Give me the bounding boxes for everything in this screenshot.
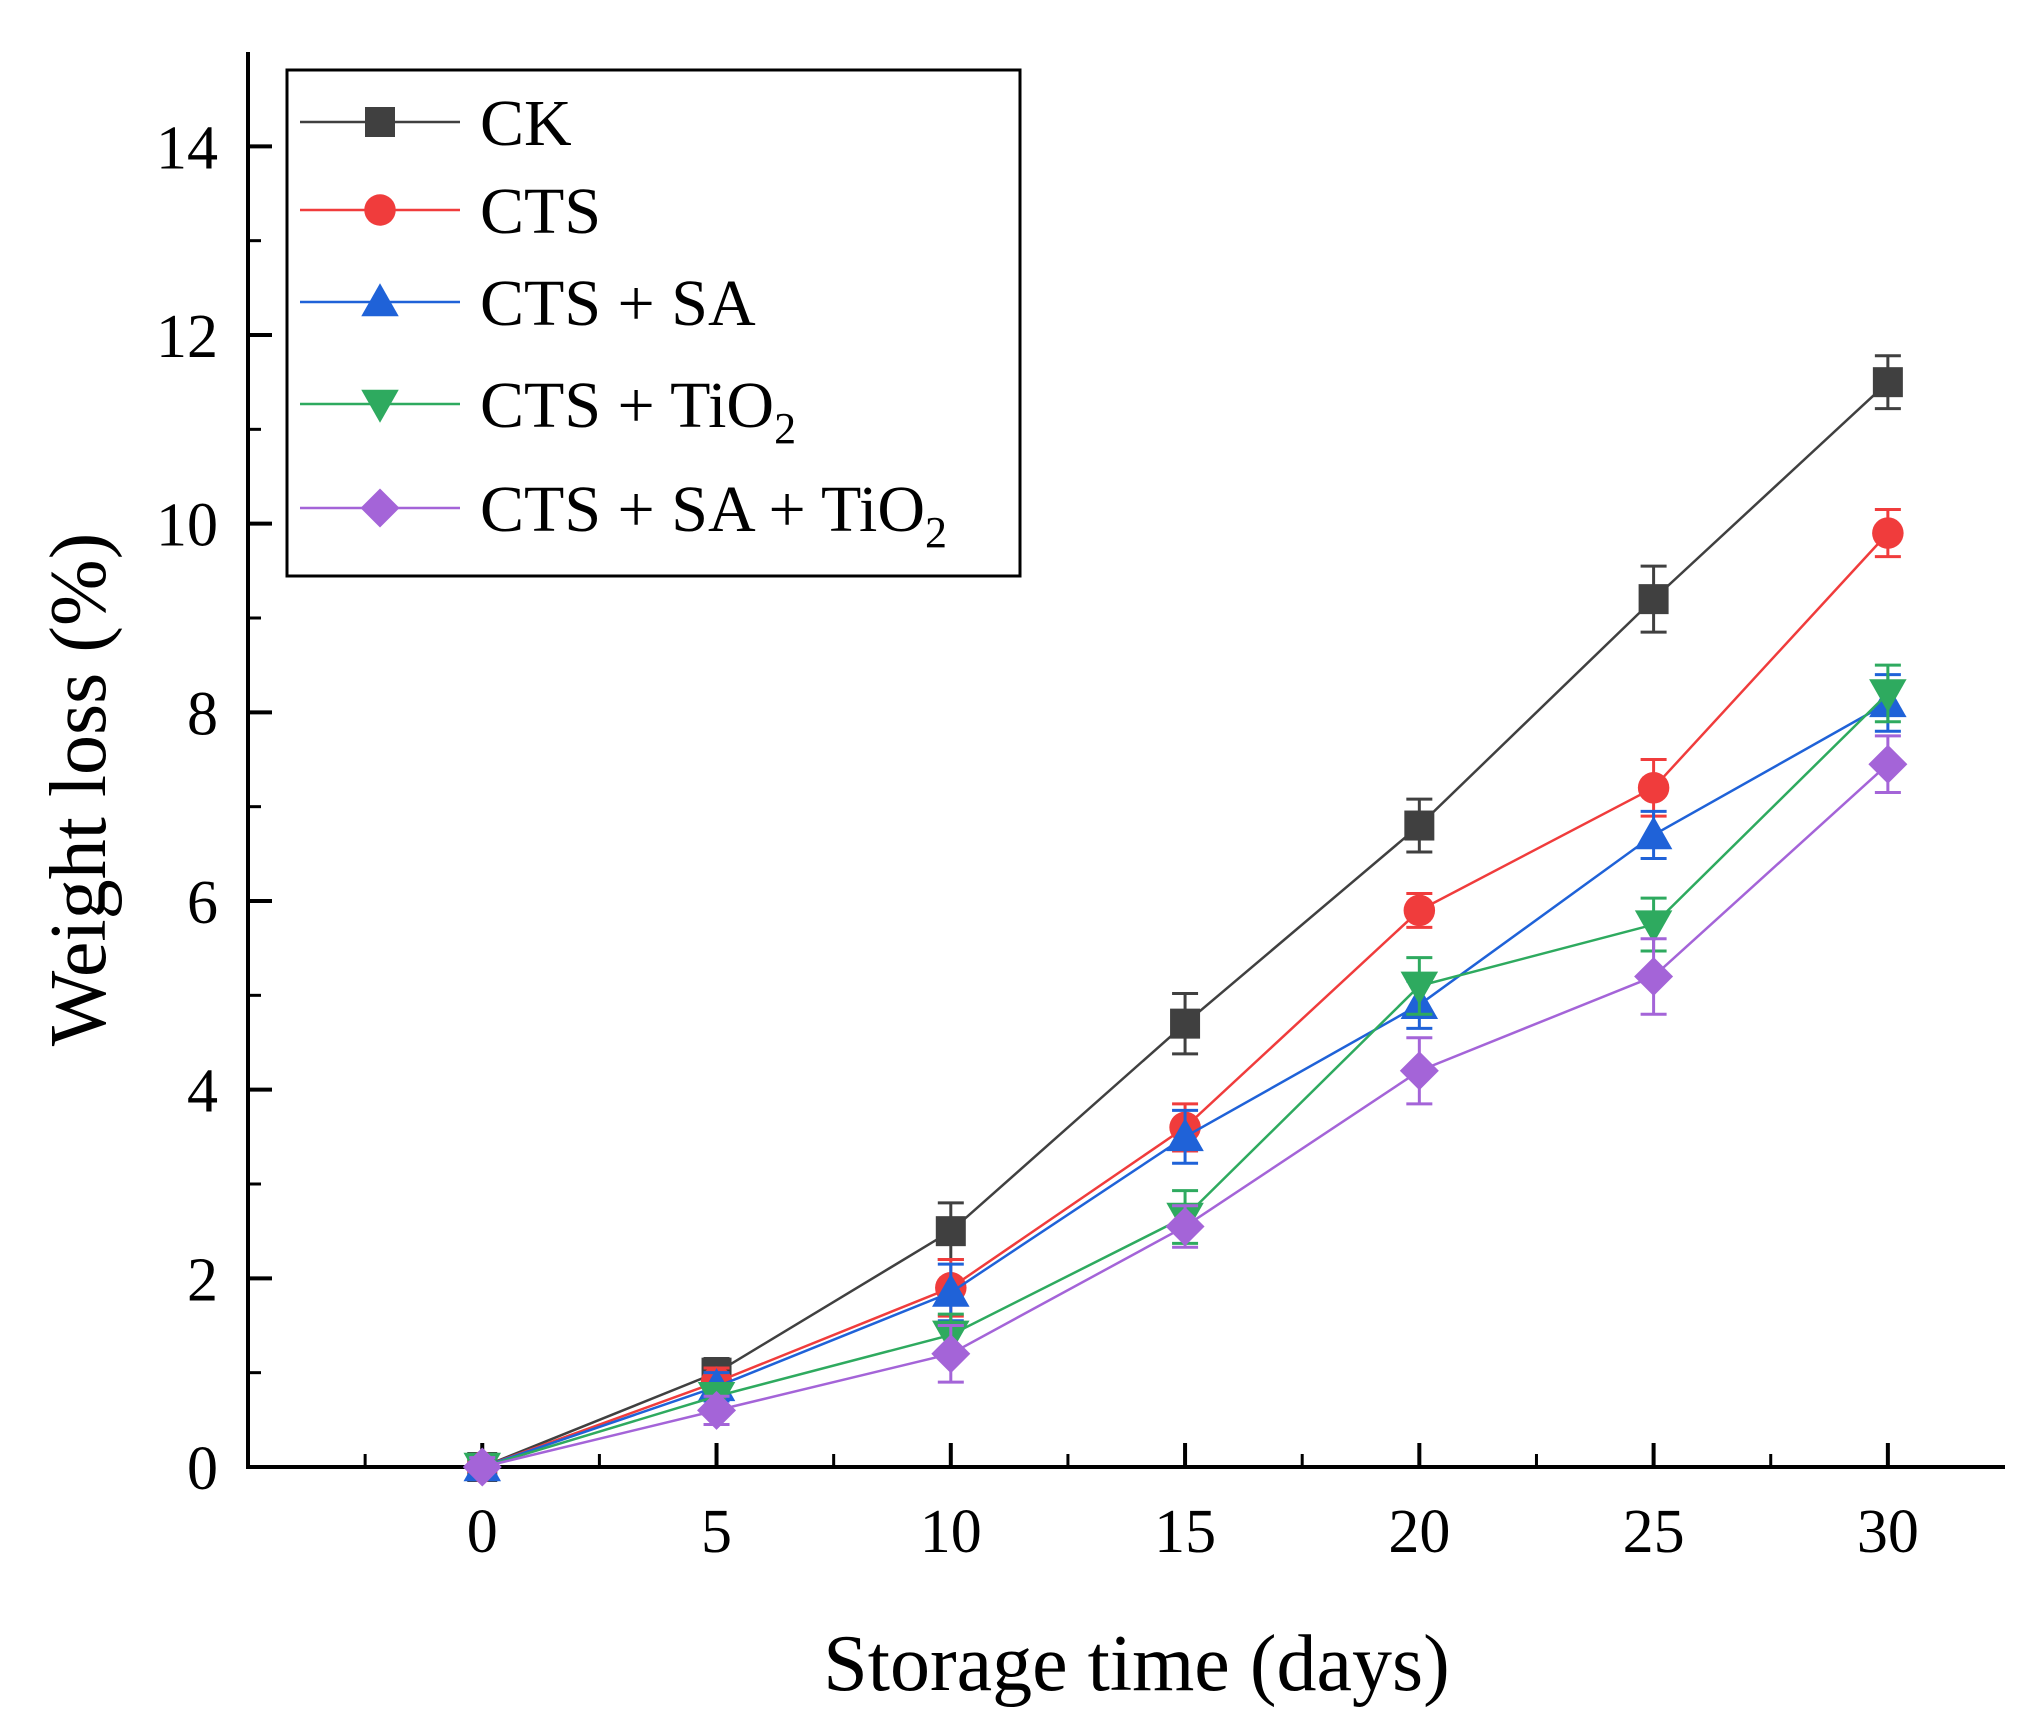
marker-diamond xyxy=(1165,1206,1205,1246)
marker-triangle-down xyxy=(1634,910,1673,944)
legend-item: CTS + SA xyxy=(300,267,756,340)
legend-label: CTS + TiO2 xyxy=(480,369,796,453)
y-tick-label: 8 xyxy=(187,680,218,748)
legend-item: CK xyxy=(300,87,572,160)
marker-triangle-up xyxy=(932,1273,970,1307)
marker-diamond xyxy=(1634,956,1674,996)
marker-diamond xyxy=(462,1447,502,1487)
y-tick-label: 2 xyxy=(187,1246,218,1314)
legend-label-main: CK xyxy=(480,87,572,160)
legend-label: CTS + SA + TiO2 xyxy=(480,473,947,557)
x-tick-label: 0 xyxy=(467,1498,498,1566)
y-tick-label: 6 xyxy=(187,869,218,937)
series-cts-tio2 xyxy=(463,663,1907,1486)
marker-triangle-down xyxy=(1400,971,1439,1005)
axis-ticks: 0 2 4 6 8 10 12 14 0 5 10 15 20 25 30 xyxy=(156,114,1919,1566)
marker-triangle-up xyxy=(1166,1118,1204,1152)
x-tick-label: 5 xyxy=(701,1498,732,1566)
x-tick-label: 15 xyxy=(1154,1498,1216,1566)
marker-square xyxy=(1638,584,1669,615)
marker-circle xyxy=(364,194,396,226)
marker-triangle-down xyxy=(1869,679,1907,713)
legend-label-main: CTS + TiO xyxy=(480,369,774,442)
x-tick-label: 20 xyxy=(1388,1498,1450,1566)
legend-item: CTS xyxy=(300,175,601,248)
legend-label-main: CTS + SA xyxy=(480,267,756,340)
marker-triangle-up xyxy=(361,283,399,317)
marker-diamond xyxy=(360,488,400,528)
legend-label-subscript: 2 xyxy=(774,404,796,453)
marker-square xyxy=(365,107,395,137)
series-line xyxy=(481,701,1889,1469)
x-axis-title: Storage time (days) xyxy=(823,1620,1449,1708)
legend-item: CTS + SA + TiO2 xyxy=(300,473,947,557)
x-tick-label: 25 xyxy=(1623,1498,1685,1566)
y-tick-label: 0 xyxy=(187,1435,218,1503)
legend-label-main: CTS xyxy=(480,175,601,248)
marker-square xyxy=(935,1216,966,1247)
series-cts-sa-tio2 xyxy=(462,734,1908,1487)
legend-label: CK xyxy=(480,87,572,160)
marker-circle xyxy=(1637,772,1670,804)
legend-label-main: CTS + SA + TiO xyxy=(480,473,925,546)
x-tick-label: 30 xyxy=(1857,1498,1919,1566)
marker-square xyxy=(1872,367,1903,398)
marker-diamond xyxy=(697,1390,737,1430)
marker-circle xyxy=(1403,894,1436,927)
marker-triangle-up xyxy=(1634,816,1673,850)
series-line xyxy=(481,692,1889,1469)
marker-square xyxy=(1170,1008,1201,1039)
marker-diamond xyxy=(931,1334,971,1374)
y-axis-title: Weight loss (%) xyxy=(35,533,123,1046)
legend-box xyxy=(285,68,1022,578)
x-tick-label: 10 xyxy=(920,1498,982,1566)
axes xyxy=(246,52,2005,1469)
series-cts-sa xyxy=(463,673,1907,1482)
legend-label: CTS + SA xyxy=(480,267,756,340)
marker-diamond xyxy=(1399,1051,1439,1091)
marker-circle xyxy=(1872,517,1904,549)
legend-label-subscript: 2 xyxy=(925,508,947,557)
marker-triangle-down xyxy=(361,389,399,423)
marker-diamond xyxy=(1868,744,1908,784)
legend-label: CTS xyxy=(480,175,601,248)
y-tick-label: 12 xyxy=(156,303,218,371)
y-tick-label: 4 xyxy=(187,1058,218,1126)
data-series xyxy=(462,354,1908,1487)
y-tick-label: 10 xyxy=(156,492,218,560)
marker-square xyxy=(1404,810,1435,841)
y-tick-label: 14 xyxy=(156,114,218,182)
legend-item: CTS + TiO2 xyxy=(300,369,796,453)
